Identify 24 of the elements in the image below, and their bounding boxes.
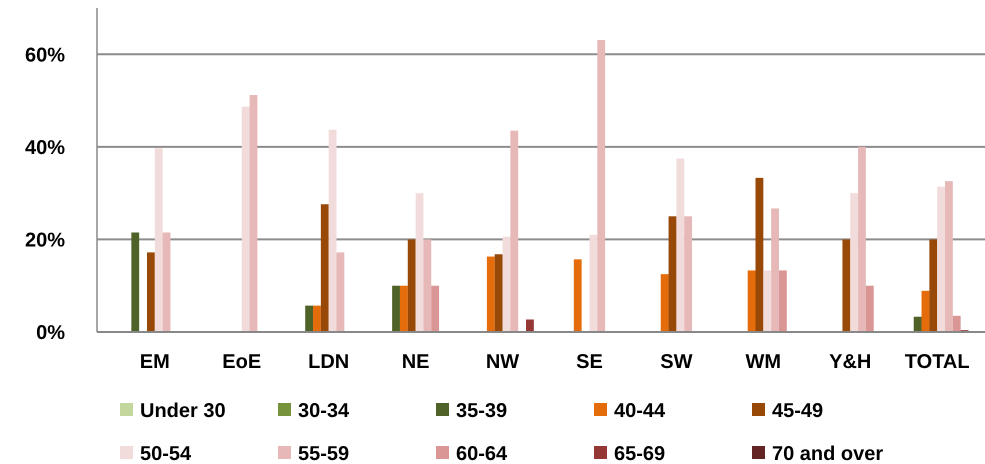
x-tick-label: NW [486,351,520,373]
legend-label: 65-69 [614,443,666,464]
x-tick-label: EM [140,351,170,373]
legend-label: 45-49 [772,400,824,422]
legend-label: 60-64 [456,443,508,464]
y-tick-label: 20% [24,229,66,252]
legend-label: 55-59 [298,443,350,464]
x-tick-label: WM [746,351,782,373]
y-tick-label: 60% [24,44,66,66]
legend-label: Under 30 [140,400,226,422]
x-tick-label: TOTAL [904,351,970,373]
legend-label: 35-39 [456,400,508,422]
legend-label: 70 and over [772,443,884,464]
x-tick-label: SE [576,351,603,373]
x-tick-label: SW [660,351,693,373]
y-tick-label: 40% [24,136,66,159]
x-tick-label: EoE [222,351,262,373]
x-tick-label: NE [402,351,430,373]
legend-label: 30-34 [298,400,350,422]
x-tick-label: Y&H [829,351,872,373]
legend-label: 40-44 [614,400,666,422]
y-tick-label: 0% [36,322,66,344]
legend-label: 50-54 [140,443,192,464]
x-tick-label: LDN [308,351,350,373]
